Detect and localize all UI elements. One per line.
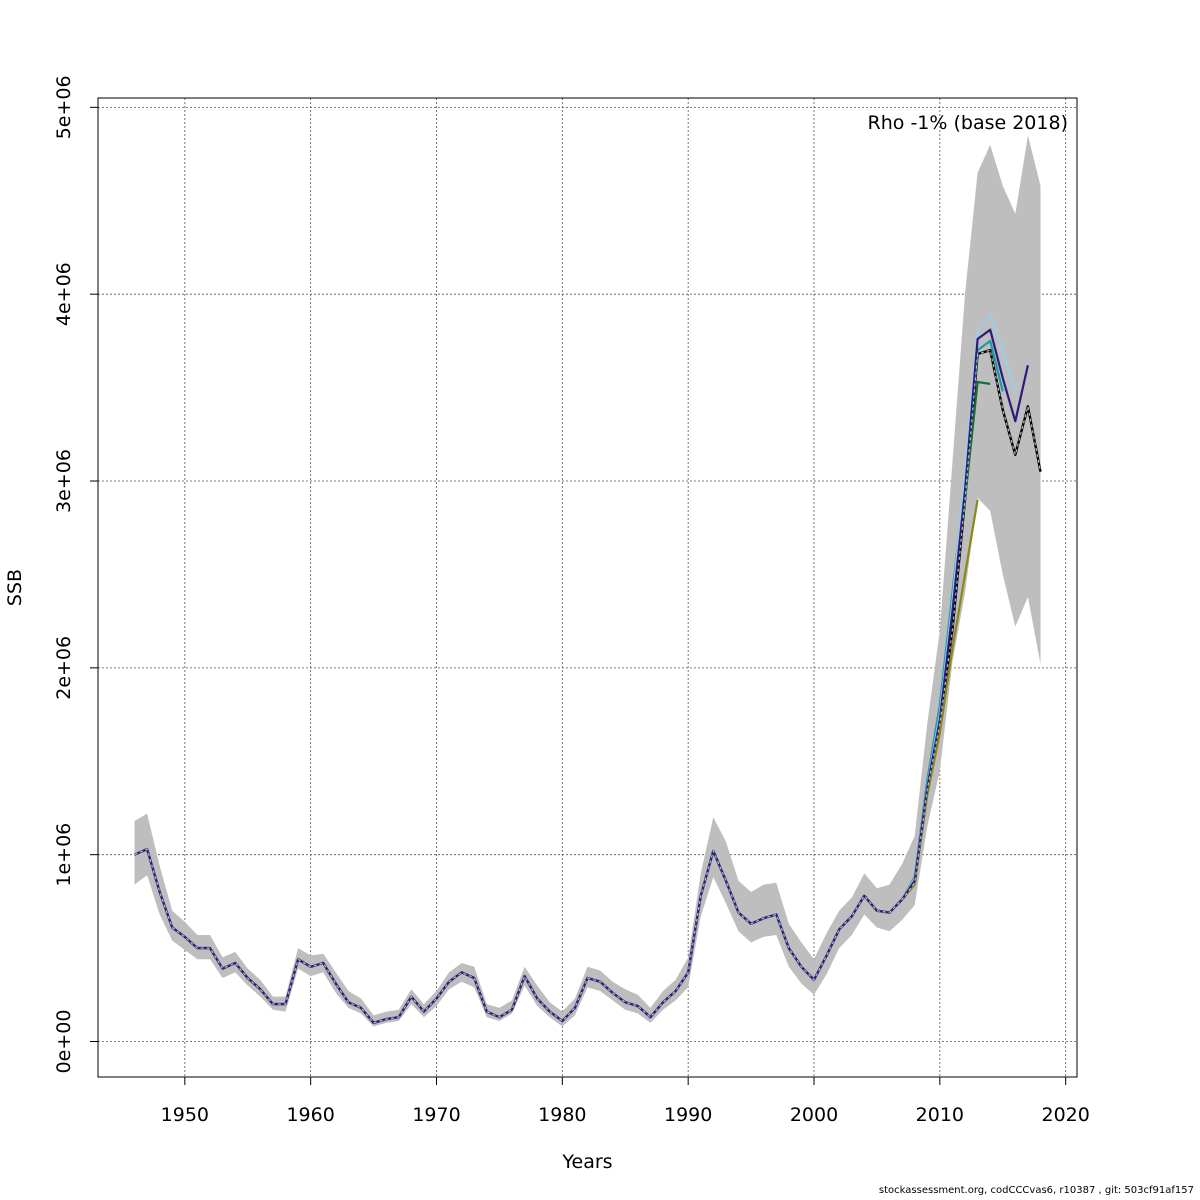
series-line-base-dashed-overlay (134, 349, 1042, 1024)
y-tick-label: 5e+06 (53, 75, 75, 139)
axes: 1950 1960 1970 1980 1990 2000 2010 2020 0e+00 1e+… (53, 75, 1090, 1126)
y-tick-label: 4e+06 (53, 262, 75, 326)
y-axis-title: SSB (4, 569, 26, 606)
gridlines (98, 98, 1077, 1077)
x-tick-label: 1960 (286, 1104, 334, 1126)
series-line-peel-1 (134, 499, 979, 1024)
x-tick-label: 1990 (664, 1104, 712, 1126)
rho-annotation: Rho -1% (base 2018) (868, 112, 1068, 134)
y-tick-label: 2e+06 (53, 636, 75, 700)
y-tick-label: 3e+06 (53, 449, 75, 513)
x-axis-title: Years (561, 1151, 612, 1173)
plot-frame (97, 97, 1078, 1078)
x-tick-label: 1980 (538, 1104, 586, 1126)
x-tick-label: 2000 (790, 1104, 838, 1126)
x-tick-label: 2010 (916, 1104, 964, 1126)
series-lines-layer (134, 313, 1042, 1024)
y-tick-label: 1e+06 (53, 823, 75, 887)
x-tick-label: 1950 (161, 1104, 209, 1126)
series-line-base (134, 349, 1042, 1024)
y-tick-label: 0e+00 (53, 1010, 75, 1074)
footer-credit: stockassessment.org, codCCCvas6, r10387 … (878, 1185, 1194, 1196)
x-tick-label: 1970 (412, 1104, 460, 1126)
x-tick-label: 2020 (1041, 1104, 1089, 1126)
